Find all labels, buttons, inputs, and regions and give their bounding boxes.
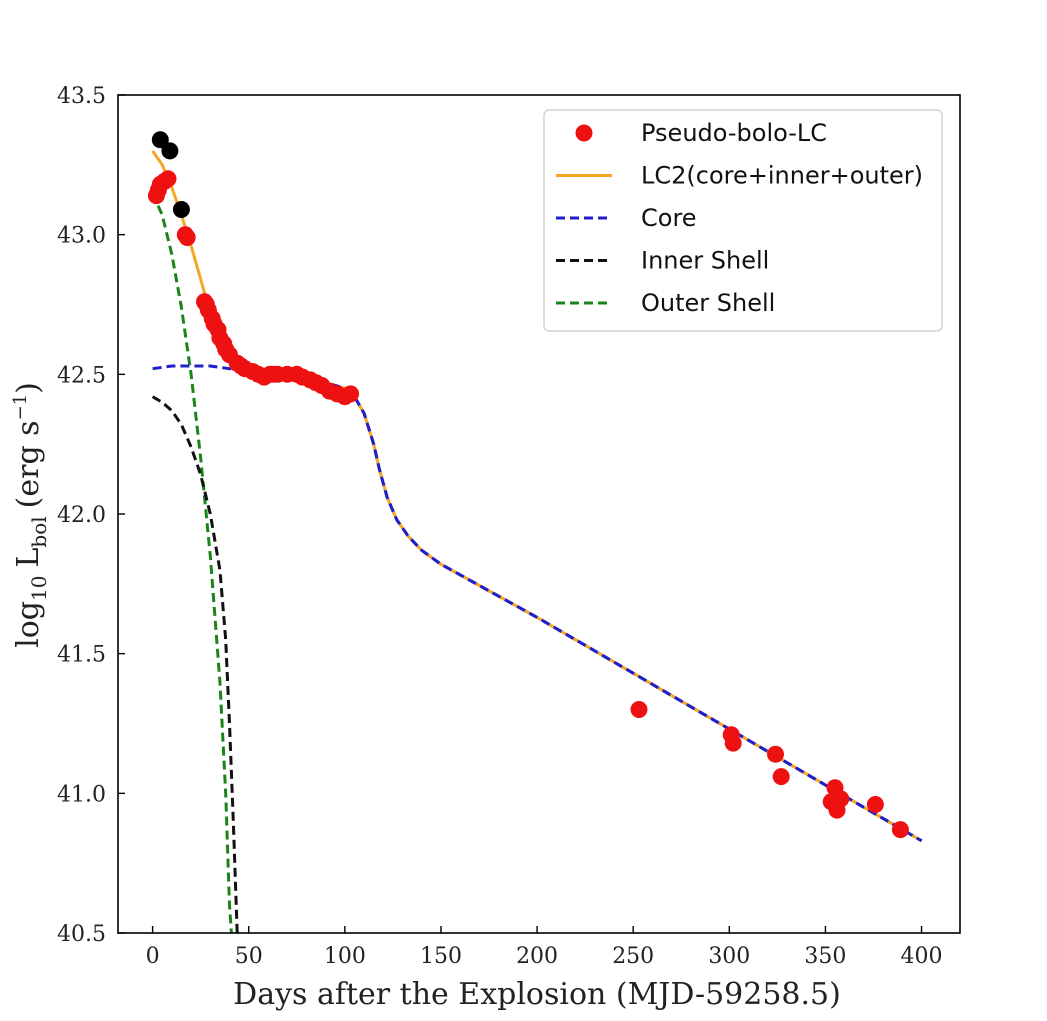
y-axis-title-sub: 10	[27, 576, 51, 601]
legend-item-inner-shell: Inner Shell	[556, 247, 769, 275]
series-layer	[147, 131, 923, 933]
legend-marker	[575, 124, 593, 142]
x-axis: 0 50 100 150 200 250 300 350 400	[146, 926, 943, 969]
pseudo-bolo-lc-point	[772, 768, 790, 786]
legend-box	[543, 109, 943, 332]
legend-label: Outer Shell	[641, 289, 775, 317]
outer-shell-line	[151, 192, 233, 933]
y-tick-label: 43.5	[57, 84, 106, 109]
y-axis-title-close: )	[11, 382, 46, 394]
x-tick-label: 350	[804, 944, 846, 969]
y-tick-label: 42.0	[57, 503, 106, 528]
legend: Pseudo-bolo-LC LC2(core+inner+outer) Core I…	[543, 109, 943, 332]
y-tick-label: 41.0	[57, 782, 106, 807]
x-tick-label: 100	[324, 944, 366, 969]
legend-label: LC2(core+inner+outer)	[641, 162, 923, 190]
early-points-point	[172, 201, 190, 218]
legend-item-pseudo-bolo-lc: Pseudo-bolo-LC	[575, 119, 827, 147]
pseudo-bolo-lc-point	[178, 229, 196, 246]
y-tick-label: 43.0	[57, 224, 106, 249]
y-axis-title-l: L	[11, 548, 46, 568]
pseudo-bolo-lc-point	[724, 734, 742, 752]
y-axis-title-log: log	[11, 601, 46, 648]
y-axis: 40.5 41.0 41.5 42.0 42.5 43.0 43.5	[57, 84, 125, 947]
y-axis-title-units: (erg s	[11, 420, 46, 508]
pseudo-bolo-lc-point	[832, 790, 850, 808]
x-tick-label: 150	[420, 944, 462, 969]
legend-item-outer-shell: Outer Shell	[556, 289, 775, 317]
pseudo-bolo-lc-point	[342, 385, 360, 403]
early-points-point	[161, 142, 179, 160]
pseudo-bolo-lc-point	[866, 796, 884, 813]
x-axis-title: Days after the Explosion (MJD-59258.5)	[233, 977, 841, 1012]
y-axis-title-bol: bol	[27, 516, 51, 547]
pseudo-bolo-lc-point	[891, 821, 909, 839]
y-axis-title: log10 Lbol (erg s−1)	[10, 382, 51, 648]
legend-label: Core	[641, 204, 697, 232]
x-tick-label: 200	[516, 944, 558, 969]
x-tick-label: 0	[146, 944, 160, 969]
x-tick-label: 250	[612, 944, 654, 969]
x-tick-label: 50	[235, 944, 263, 969]
pseudo-bolo-lc-point	[767, 745, 784, 763]
pseudo-bolo-lc-point	[630, 701, 648, 718]
pseudo-bolo-lc-point	[159, 170, 177, 188]
y-tick-label: 40.5	[57, 922, 106, 947]
early-points-point	[151, 131, 169, 149]
y-axis-title-exp: −1	[10, 394, 31, 421]
legend-item-core: Core	[556, 204, 697, 232]
y-tick-label: 41.5	[57, 643, 106, 668]
legend-label: Pseudo-bolo-LC	[641, 119, 827, 147]
x-tick-label: 300	[708, 944, 750, 969]
y-tick-label: 42.5	[57, 363, 106, 388]
inner-shell-line	[151, 395, 239, 933]
legend-item-lc2-core-inner-outer: LC2(core+inner+outer)	[556, 162, 923, 190]
legend-label: Inner Shell	[641, 247, 769, 275]
x-tick-label: 400	[901, 944, 943, 969]
